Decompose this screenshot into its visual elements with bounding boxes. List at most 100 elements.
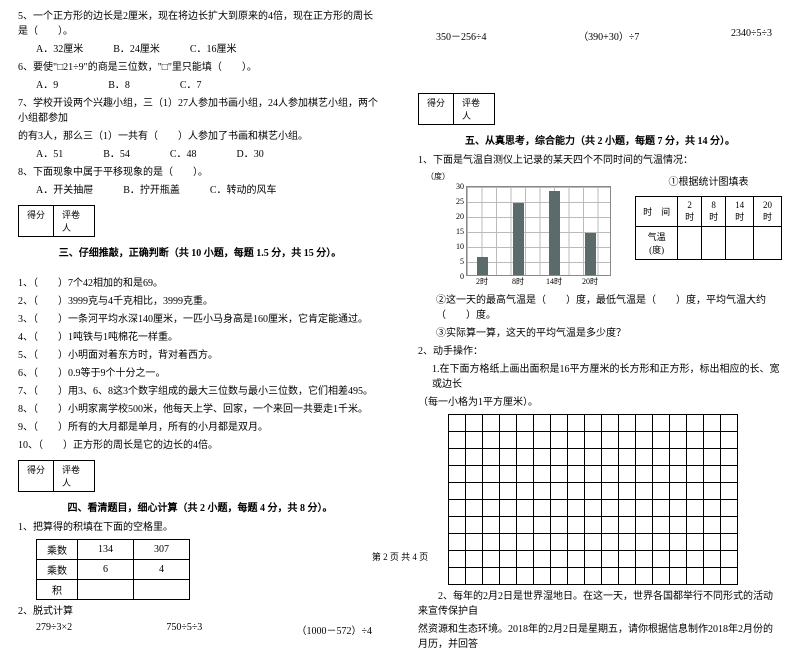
grid-cell xyxy=(636,466,653,483)
grid-cell xyxy=(619,432,636,449)
grid-cell xyxy=(483,517,500,534)
r-q1-line3: ③实际算一算，这天的平均气温是多少度？ xyxy=(436,326,782,341)
grid-cell xyxy=(687,534,704,551)
score-box-5: 得分 评卷人 xyxy=(418,93,495,125)
q8: 8、下面现象中属于平移现象的是（ ）。 xyxy=(18,165,382,180)
grid-cell xyxy=(466,432,483,449)
grid-cell xyxy=(500,517,517,534)
grid-cell xyxy=(636,415,653,432)
grid-cell xyxy=(534,449,551,466)
calc-c: （1000－572）÷4 xyxy=(297,622,373,637)
grid-cell xyxy=(449,466,466,483)
grid-cell xyxy=(602,466,619,483)
grid-cell xyxy=(517,534,534,551)
mini-t3: 14时 xyxy=(726,197,754,227)
mul-r3c1 xyxy=(78,580,134,600)
grid-cell xyxy=(517,517,534,534)
grid-cell xyxy=(466,568,483,585)
grid-cell xyxy=(551,483,568,500)
chart-bar xyxy=(585,233,596,275)
grid-cell xyxy=(704,568,721,585)
score-label: 得分 xyxy=(19,206,54,236)
temperature-chart: 302520151050 2时8时14时20时 xyxy=(448,182,623,290)
grid-cell xyxy=(670,466,687,483)
chart-ytick: 5 xyxy=(448,257,464,266)
chart-xtick: 8时 xyxy=(506,276,530,302)
page-footer: 第 2 页 共 4 页 xyxy=(0,550,800,563)
grid-cell xyxy=(500,500,517,517)
grid-cell xyxy=(466,449,483,466)
j8: 8、（ ）小明家离学校500米，他每天上学、回家，一个来回一共要走1千米。 xyxy=(18,402,382,417)
grid-cell xyxy=(687,568,704,585)
grid-cell xyxy=(687,449,704,466)
mini-t2: 8时 xyxy=(702,197,726,227)
grid-cell xyxy=(449,534,466,551)
calc-d: 350－256÷4 xyxy=(436,28,487,43)
grid-cell xyxy=(653,534,670,551)
mini-v2[interactable] xyxy=(702,227,726,260)
mini-v3[interactable] xyxy=(726,227,754,260)
grid-cell xyxy=(500,568,517,585)
q7-opts: A．51 B．54 C．48 D．30 xyxy=(18,147,382,162)
grid-cell xyxy=(568,500,585,517)
multiplication-table: 乘数134307 乘数64 积 xyxy=(36,539,190,600)
grid-cell xyxy=(721,500,738,517)
grid-cell xyxy=(500,483,517,500)
grid-cell xyxy=(602,534,619,551)
grid-cell xyxy=(517,568,534,585)
grid-cell xyxy=(653,500,670,517)
grid-cell xyxy=(619,449,636,466)
grid-cell xyxy=(687,415,704,432)
grid-cell xyxy=(602,432,619,449)
mini-h-time: 时 间 xyxy=(636,197,678,227)
grid-cell xyxy=(568,568,585,585)
q6: 6、要使"□21÷9"的商是三位数，"□"里只能填（ ）。 xyxy=(18,60,382,75)
chart-xtick: 2时 xyxy=(470,276,494,302)
j6: 6、（ ）0.9等于9个十分之一。 xyxy=(18,366,382,381)
j1: 1、（ ）7个42相加的和是69。 xyxy=(18,276,382,291)
grid-cell xyxy=(449,517,466,534)
grid-cell xyxy=(568,534,585,551)
grid-cell xyxy=(670,432,687,449)
grid-cell xyxy=(602,568,619,585)
grid-cell xyxy=(721,483,738,500)
grid-cell xyxy=(568,483,585,500)
grid-cell xyxy=(670,415,687,432)
grid-cell xyxy=(500,449,517,466)
sec4-q1: 1、把算得的积填在下面的空格里。 xyxy=(18,520,382,535)
grid-cell xyxy=(585,534,602,551)
grid-cell xyxy=(500,432,517,449)
grid-cell xyxy=(551,415,568,432)
grid-cell xyxy=(602,483,619,500)
grid-cell xyxy=(534,534,551,551)
mini-v1[interactable] xyxy=(678,227,702,260)
grid-cell xyxy=(636,483,653,500)
grid-cell xyxy=(721,517,738,534)
grid-cell xyxy=(449,432,466,449)
grid-cell xyxy=(653,466,670,483)
grid-cell xyxy=(466,517,483,534)
grid-cell xyxy=(636,534,653,551)
sec4-q2: 2、脱式计算 xyxy=(18,604,382,619)
grid-cell xyxy=(551,517,568,534)
mini-v4[interactable] xyxy=(754,227,782,260)
grid-cell xyxy=(619,466,636,483)
calc-a: 279÷3×2 xyxy=(36,622,72,637)
grid-cell xyxy=(670,500,687,517)
grid-cell xyxy=(653,483,670,500)
score-box-4: 得分 评卷人 xyxy=(18,460,95,492)
grid-cell xyxy=(687,466,704,483)
grid-cell xyxy=(619,415,636,432)
grid-cell xyxy=(687,517,704,534)
grid-cell xyxy=(517,483,534,500)
grid-cell xyxy=(483,568,500,585)
grid-cell xyxy=(619,500,636,517)
grid-cell xyxy=(585,449,602,466)
grid-cell xyxy=(551,568,568,585)
grid-cell xyxy=(704,415,721,432)
grid-cell xyxy=(449,483,466,500)
grid-cell xyxy=(670,534,687,551)
j5: 5、（ ）小明面对着东方时，背对着西方。 xyxy=(18,348,382,363)
grid-cell xyxy=(483,432,500,449)
grid-cell xyxy=(704,534,721,551)
